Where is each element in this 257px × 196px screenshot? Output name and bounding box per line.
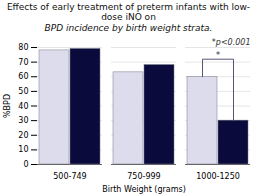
- svg-text:500-749: 500-749: [53, 172, 86, 181]
- svg-text:Birth Weight (grams): Birth Weight (grams): [102, 185, 186, 194]
- svg-text:*p<0.001: *p<0.001: [212, 38, 251, 47]
- svg-text:0: 0: [23, 160, 28, 169]
- svg-text:20: 20: [18, 131, 28, 140]
- svg-text:%BPD: %BPD: [3, 94, 12, 118]
- svg-text:30: 30: [18, 116, 28, 125]
- html-text:Effects of early treatment of: Effects of early treatment of preterm in…: [6, 2, 251, 23]
- svg-text:750-999: 750-999: [127, 172, 160, 181]
- svg-text:80: 80: [18, 43, 28, 52]
- svg-text:1000-1250: 1000-1250: [196, 172, 240, 181]
- svg-text:60: 60: [18, 72, 28, 81]
- html-text:BPD incidence by birth weight: BPD incidence by birth weight strata.: [44, 22, 213, 33]
- svg-text:50: 50: [18, 87, 28, 96]
- svg-text:40: 40: [18, 102, 28, 111]
- svg-text:70: 70: [18, 58, 28, 67]
- svg-text:*: *: [216, 50, 221, 60]
- svg-text:10: 10: [18, 145, 28, 154]
